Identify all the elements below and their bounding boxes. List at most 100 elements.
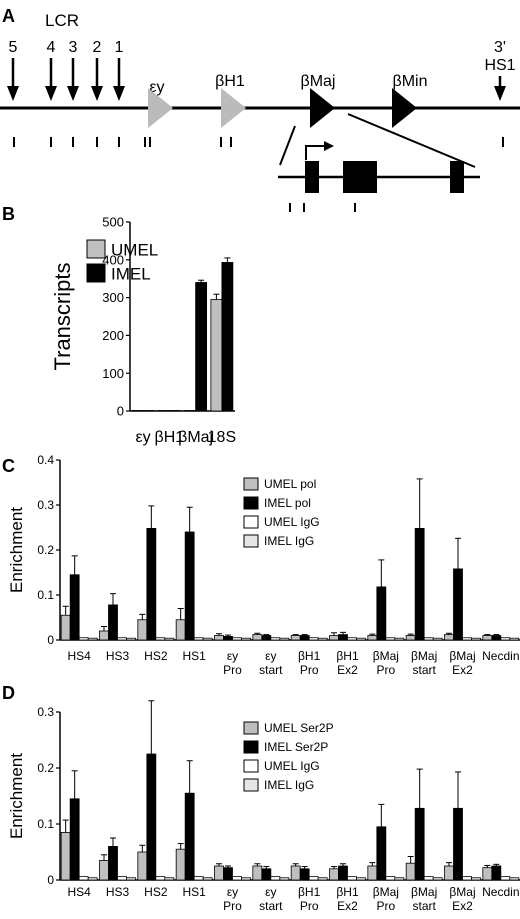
legend-label: IMEL <box>111 264 151 283</box>
y-tick-label: 0 <box>47 873 54 887</box>
category-label: Ex2 <box>452 899 473 913</box>
category-label: Pro <box>376 663 395 677</box>
bar <box>184 531 195 641</box>
bar <box>299 868 310 881</box>
hs-3prime-label: HS1 <box>484 57 515 74</box>
bar <box>376 586 387 641</box>
category-label: βMaj <box>449 649 475 663</box>
bar <box>270 876 281 881</box>
panel-label-d: D <box>2 683 15 703</box>
bar <box>338 634 348 641</box>
bar <box>367 865 378 881</box>
category-label: Necdin <box>482 885 519 899</box>
gene: βH1 <box>215 73 246 128</box>
hs-site: 2 <box>91 39 103 101</box>
legend-swatch <box>243 759 259 773</box>
bar <box>223 867 233 881</box>
category-label: Pro <box>300 899 319 913</box>
bar <box>444 634 454 641</box>
y-tick-label: 0.3 <box>37 498 54 512</box>
category-label: 18S <box>208 429 236 446</box>
bar <box>432 877 443 881</box>
gene: εy <box>148 79 173 128</box>
bar <box>482 867 493 881</box>
bar <box>146 528 157 641</box>
gene-label: βH1 <box>215 73 245 90</box>
bar <box>184 792 195 881</box>
panel-label-c: C <box>2 456 15 476</box>
y-tick-label: 0.1 <box>37 817 54 831</box>
bar <box>329 868 339 881</box>
bar <box>338 865 348 881</box>
bar <box>356 637 366 641</box>
bar <box>299 635 310 641</box>
bar <box>195 282 208 412</box>
legend-label: IMEL pol <box>264 496 311 510</box>
bar <box>202 637 213 641</box>
bar <box>99 630 109 641</box>
category-label: HS2 <box>144 885 168 899</box>
category-label: HS3 <box>106 649 130 663</box>
bar <box>137 619 148 641</box>
bar <box>87 877 98 881</box>
bar <box>367 635 378 641</box>
legend-label: UMEL <box>111 240 158 259</box>
bar <box>385 876 396 881</box>
hs-site-3prime: 3' HS1 <box>484 39 516 101</box>
bar <box>241 877 251 881</box>
bar <box>329 635 339 641</box>
category-label: HS2 <box>144 649 168 663</box>
bar <box>193 637 204 641</box>
bar <box>394 637 405 641</box>
category-label: Necdin <box>482 649 519 663</box>
bar <box>270 637 281 641</box>
bar <box>290 865 301 881</box>
category-label: εy <box>227 885 238 899</box>
bar <box>453 807 463 881</box>
category-label: εy <box>136 429 151 446</box>
bar <box>347 637 357 641</box>
y-tick-label: 400 <box>102 252 124 267</box>
bar <box>252 634 263 641</box>
bar <box>210 299 223 412</box>
category-label: Ex2 <box>337 899 358 913</box>
legend-swatch <box>86 239 106 259</box>
legend-swatch <box>243 721 259 735</box>
y-tick-label: 100 <box>102 366 124 381</box>
category-label: βMaj <box>373 885 399 899</box>
y-tick-label: 0.4 <box>37 453 54 467</box>
y-tick-label: 0.1 <box>37 588 54 602</box>
category-label: Ex2 <box>337 663 358 677</box>
bar <box>223 636 233 641</box>
hs-site: 3 <box>67 39 79 101</box>
legend-swatch <box>243 496 259 510</box>
bar <box>60 832 71 881</box>
legend-swatch <box>86 263 106 283</box>
bar <box>164 877 175 881</box>
beta-maj-gene-structure <box>278 141 480 212</box>
gene-arrow <box>310 88 335 128</box>
legend-swatch <box>243 534 259 548</box>
bar <box>347 876 357 881</box>
bar <box>131 410 144 412</box>
y-tick-label: 500 <box>102 215 124 230</box>
category-label: εy <box>265 649 276 663</box>
category-label: βH1 <box>336 649 359 663</box>
legend-label: IMEL IgG <box>264 778 314 792</box>
bar <box>462 876 472 881</box>
category-label: βH1 <box>298 885 321 899</box>
bar <box>414 528 425 641</box>
bar <box>290 635 301 641</box>
category-label: start <box>412 899 436 913</box>
bar <box>356 877 366 881</box>
bar <box>317 877 328 881</box>
bar <box>453 568 463 641</box>
gene-label: βMin <box>393 73 428 90</box>
bar <box>241 637 251 641</box>
bar <box>232 637 242 641</box>
bar <box>146 753 157 881</box>
legend-label: IMEL Ser2P <box>264 740 328 754</box>
legend-label: UMEL IgG <box>264 515 320 529</box>
